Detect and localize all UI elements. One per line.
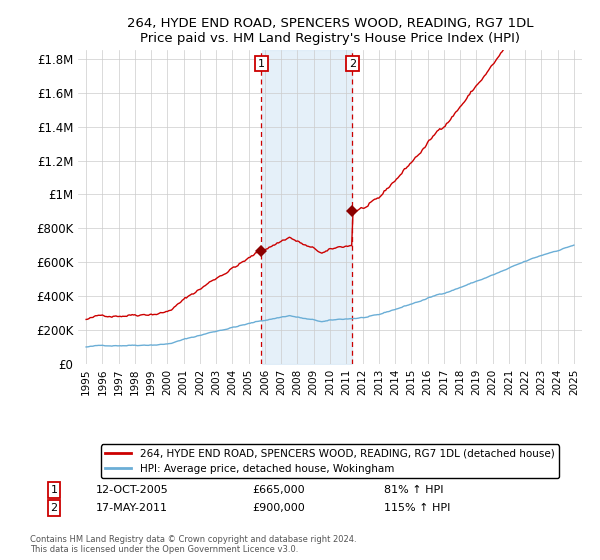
Text: 2: 2 [50, 503, 58, 513]
Text: Contains HM Land Registry data © Crown copyright and database right 2024.
This d: Contains HM Land Registry data © Crown c… [30, 535, 356, 554]
Text: 81% ↑ HPI: 81% ↑ HPI [384, 485, 443, 495]
Text: £900,000: £900,000 [252, 503, 305, 513]
Text: 2: 2 [349, 59, 356, 68]
Text: 115% ↑ HPI: 115% ↑ HPI [384, 503, 451, 513]
Legend: 264, HYDE END ROAD, SPENCERS WOOD, READING, RG7 1DL (detached house), HPI: Avera: 264, HYDE END ROAD, SPENCERS WOOD, READI… [101, 445, 559, 478]
Title: 264, HYDE END ROAD, SPENCERS WOOD, READING, RG7 1DL
Price paid vs. HM Land Regis: 264, HYDE END ROAD, SPENCERS WOOD, READI… [127, 17, 533, 45]
Text: 1: 1 [50, 485, 58, 495]
Text: 12-OCT-2005: 12-OCT-2005 [96, 485, 169, 495]
Text: 17-MAY-2011: 17-MAY-2011 [96, 503, 168, 513]
Text: 1: 1 [258, 59, 265, 68]
Text: £665,000: £665,000 [252, 485, 305, 495]
